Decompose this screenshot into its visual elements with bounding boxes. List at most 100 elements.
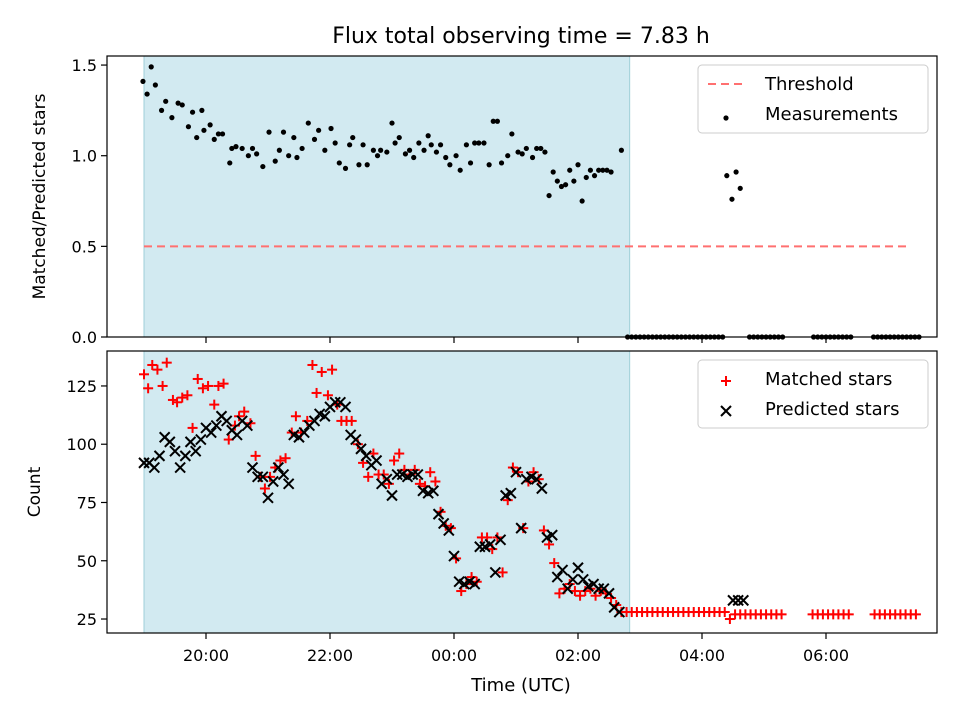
- data-point: [239, 145, 245, 152]
- data-point: [219, 131, 226, 137]
- data-point: [558, 183, 565, 190]
- data-point: [556, 564, 569, 576]
- data-point: [262, 492, 274, 504]
- legend-label: Threshold: [764, 74, 854, 95]
- data-point: [229, 145, 235, 152]
- data-point: [346, 415, 357, 426]
- data-point: [246, 461, 259, 474]
- data-point: [164, 436, 176, 448]
- data-point: [245, 153, 251, 159]
- data-point: [197, 383, 208, 394]
- data-point: [205, 426, 217, 439]
- data-point: [308, 415, 321, 427]
- y-tick-label: 25: [77, 610, 97, 629]
- data-point: [267, 475, 279, 488]
- data-point: [476, 140, 482, 146]
- data-point: [567, 167, 573, 173]
- legend-marker: [721, 376, 731, 386]
- data-point: [179, 102, 185, 108]
- ratio-panel: 0.0 0.5 1.0 1.5 Matched/Predicted stars Thres…: [30, 55, 938, 347]
- data-point: [843, 609, 854, 620]
- data-point: [443, 524, 455, 537]
- data-point: [231, 429, 243, 441]
- series-matched-stars: [139, 357, 921, 625]
- data-point: [305, 120, 311, 126]
- data-point: [210, 419, 223, 432]
- data-point: [416, 140, 422, 146]
- data-point: [169, 115, 175, 121]
- data-point: [319, 410, 331, 422]
- x-axis-label: Time (UTC): [470, 675, 571, 696]
- data-point: [175, 100, 181, 106]
- data-point: [534, 145, 540, 152]
- data-point: [583, 174, 589, 181]
- data-point: [378, 469, 389, 480]
- data-point: [437, 142, 444, 148]
- data-point: [608, 169, 614, 175]
- data-point: [277, 468, 290, 481]
- data-point: [275, 455, 286, 466]
- data-point: [213, 380, 224, 391]
- data-point: [329, 396, 341, 408]
- data-point: [152, 364, 163, 375]
- data-point: [433, 149, 440, 155]
- data-point: [265, 471, 276, 482]
- data-point: [177, 392, 188, 403]
- data-point: [505, 153, 511, 159]
- data-point: [298, 426, 310, 439]
- data-point: [468, 578, 481, 590]
- data-point: [241, 419, 254, 432]
- x-tick-label: 02:00: [555, 646, 601, 665]
- data-point: [185, 124, 192, 130]
- data-point: [199, 107, 205, 113]
- data-point: [732, 594, 744, 607]
- data-point: [233, 144, 239, 150]
- data-point: [567, 573, 579, 586]
- data-point: [266, 129, 272, 135]
- data-point: [169, 445, 181, 457]
- y-tick-label: 0.5: [72, 237, 97, 256]
- x-tick-label: 20:00: [183, 646, 229, 665]
- data-point: [587, 167, 594, 173]
- data-point: [572, 562, 584, 574]
- data-point: [259, 483, 270, 494]
- data-point: [307, 359, 318, 370]
- legend-marker: [723, 115, 729, 121]
- data-point: [411, 154, 417, 161]
- data-point: [510, 466, 522, 478]
- data-point: [724, 614, 735, 625]
- data-point: [592, 583, 605, 595]
- data-point: [427, 485, 440, 497]
- data-point: [386, 489, 398, 502]
- data-point: [227, 160, 233, 166]
- legend-label: Measurements: [765, 104, 898, 125]
- data-point: [719, 607, 730, 618]
- data-point: [536, 482, 548, 495]
- y-tick-label: 50: [77, 552, 97, 571]
- data-point: [486, 162, 492, 168]
- data-point: [286, 153, 292, 159]
- data-point: [163, 98, 169, 104]
- data-point: [776, 609, 787, 620]
- data-point: [276, 147, 282, 153]
- data-point: [144, 91, 150, 97]
- data-point: [481, 140, 487, 146]
- data-point: [143, 383, 154, 394]
- data-point: [551, 571, 564, 583]
- data-point: [546, 529, 558, 541]
- data-point: [549, 558, 560, 569]
- data-point: [138, 457, 150, 469]
- data-point: [370, 147, 376, 153]
- data-point: [311, 387, 322, 398]
- data-point: [579, 198, 585, 204]
- data-point: [489, 566, 502, 579]
- data-point: [453, 153, 459, 159]
- data-point: [152, 82, 158, 88]
- data-point: [494, 534, 507, 546]
- data-point: [600, 167, 606, 173]
- data-point: [342, 165, 349, 171]
- data-point: [542, 149, 548, 155]
- data-point: [507, 462, 518, 473]
- data-point: [550, 169, 556, 175]
- data-point: [472, 140, 478, 146]
